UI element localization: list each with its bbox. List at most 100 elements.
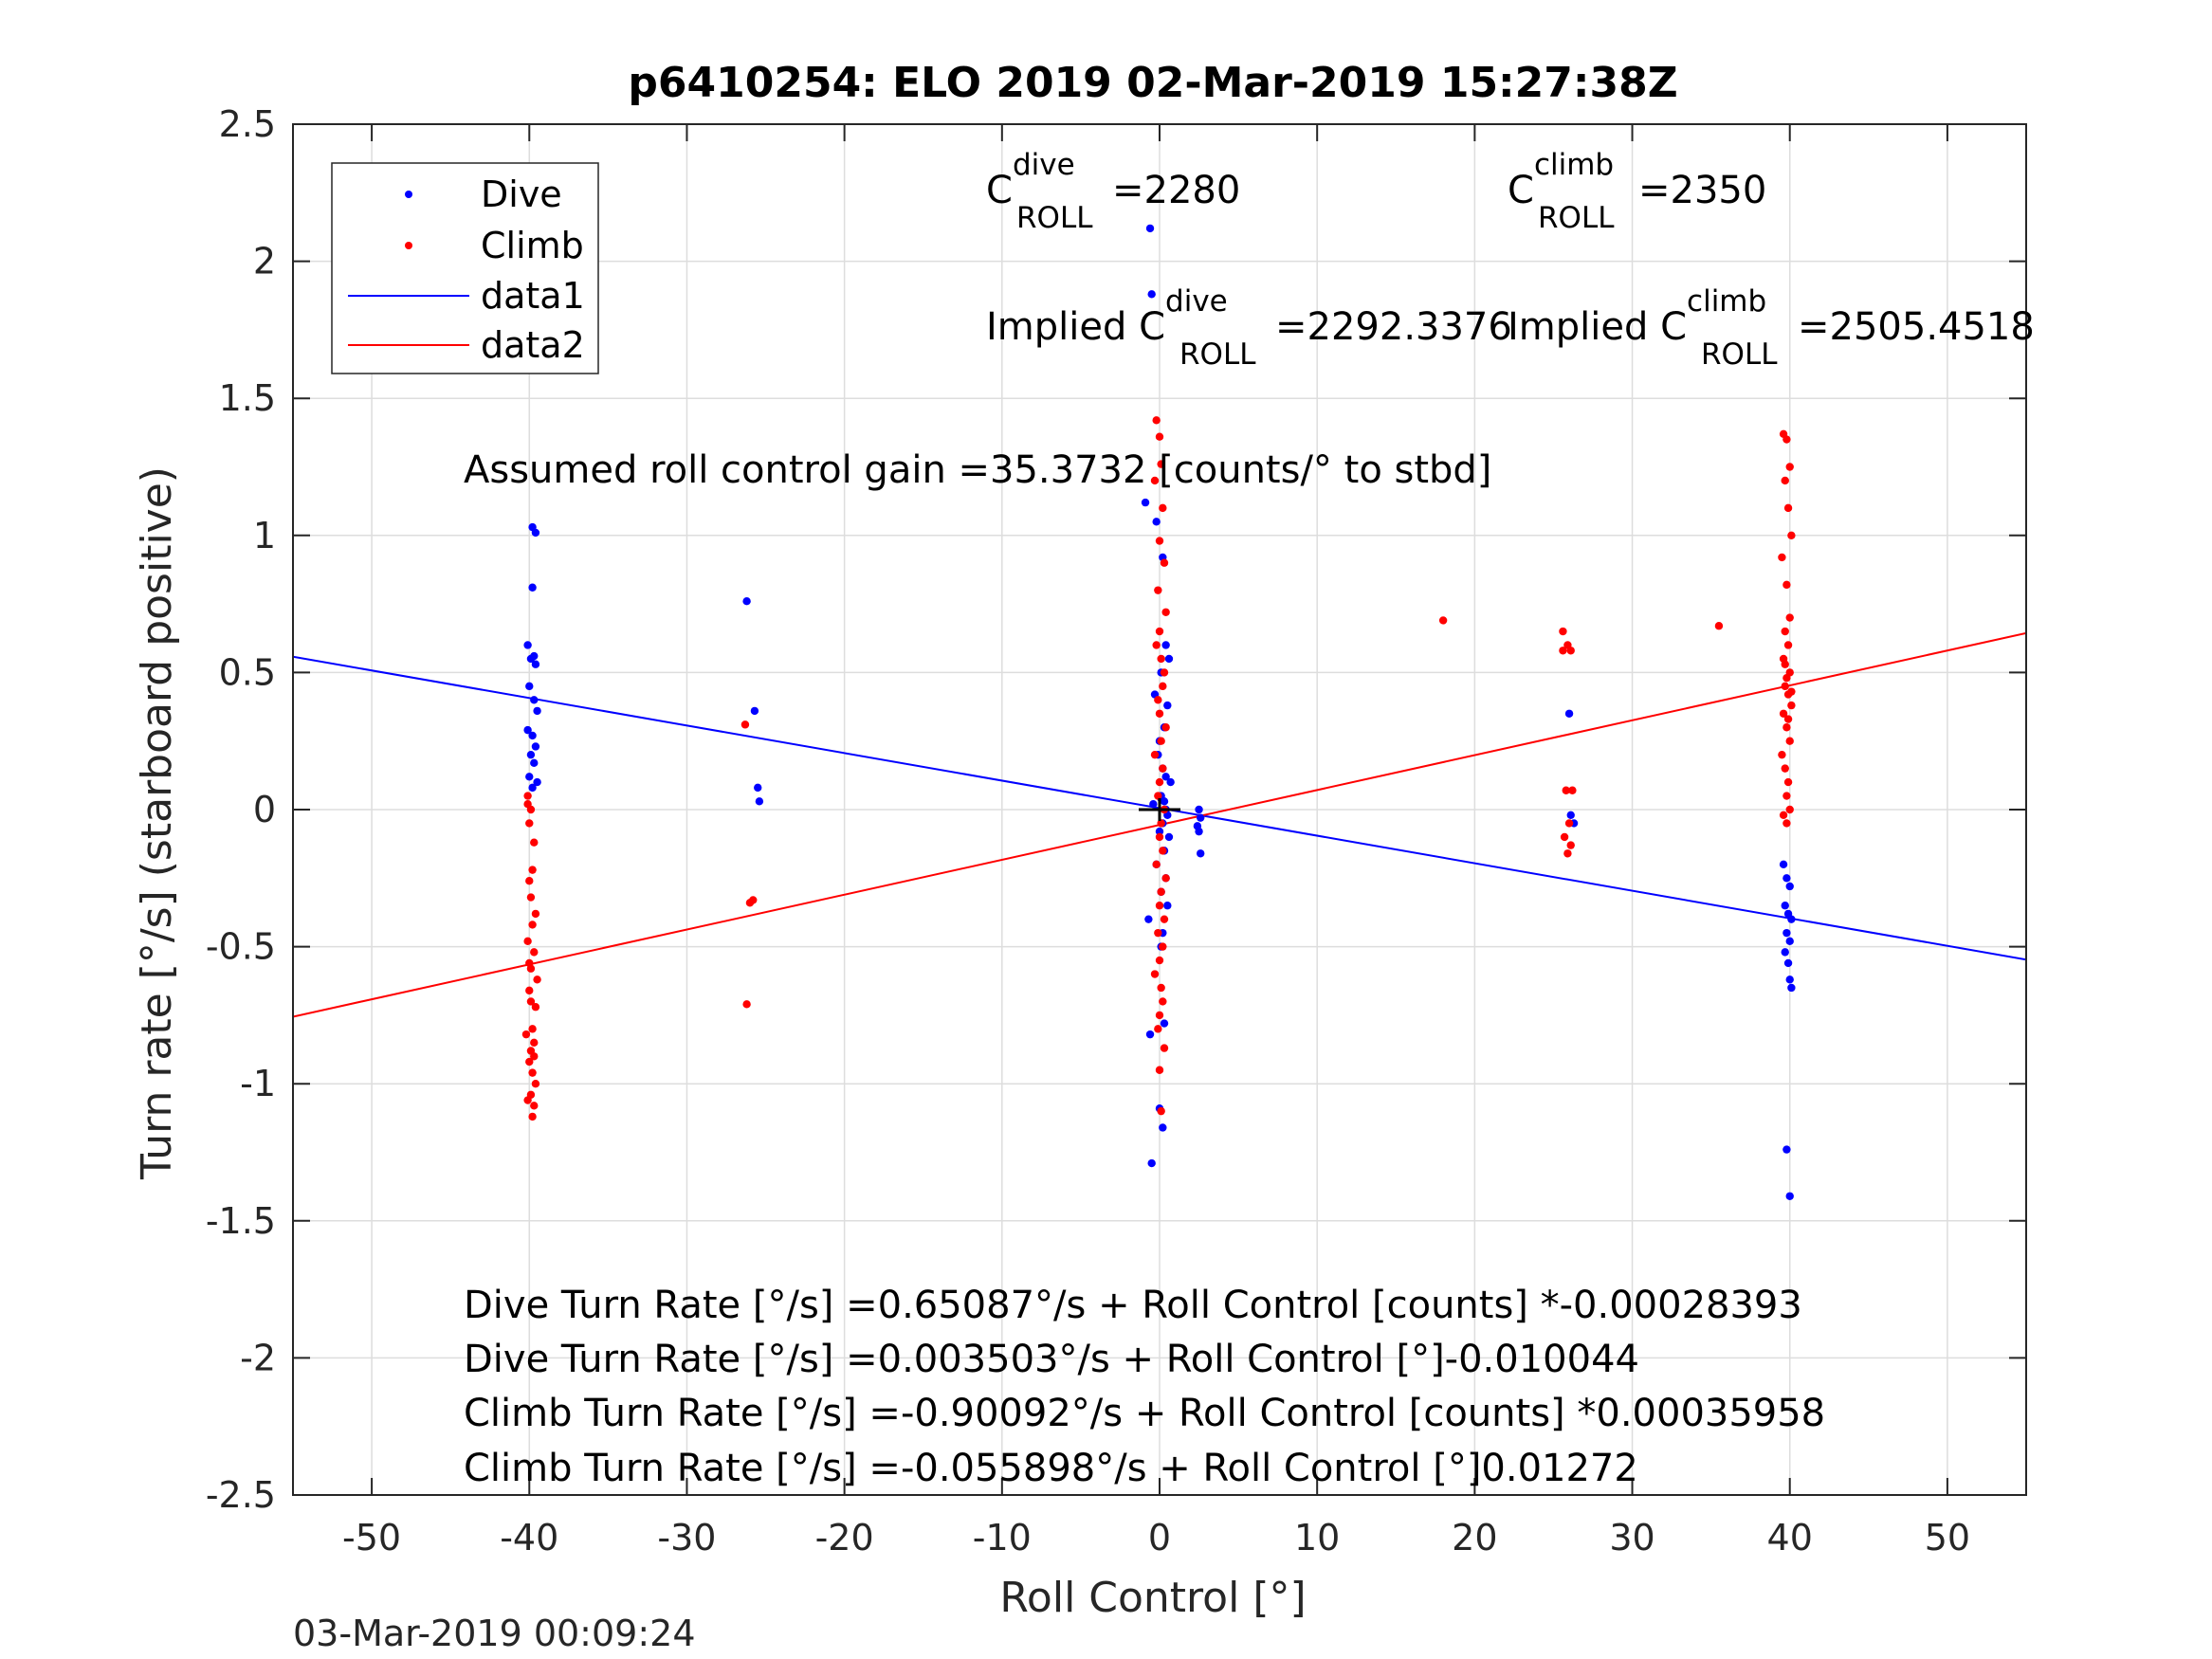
climb-point [1564, 819, 1574, 828]
climb-point [1155, 1011, 1164, 1020]
dive-point [1147, 1158, 1156, 1168]
dive-point [1783, 958, 1793, 968]
x-tick-label: 0 [1148, 1517, 1171, 1559]
dive-point [1197, 849, 1205, 858]
climb-point [1155, 627, 1164, 636]
climb-point [740, 720, 750, 729]
gain-annotation: Assumed roll control gain =35.3732 [coun… [464, 448, 1491, 492]
climb-point [1781, 764, 1789, 773]
dive-point [1564, 709, 1574, 718]
climb-point [749, 896, 758, 904]
dive-point [1779, 860, 1788, 869]
dive-point [1566, 811, 1575, 819]
equation-dive-counts: Dive Turn Rate [°/s] =0.65087°/s + Roll … [464, 1284, 1802, 1327]
y-tick-label: 2.5 [219, 103, 276, 145]
climb-point [1785, 613, 1794, 622]
climb-point [1785, 463, 1794, 471]
climb-point [1438, 616, 1448, 625]
x-tick-label: -30 [657, 1517, 716, 1559]
climb-point [528, 1112, 537, 1121]
x-tick-label: 30 [1609, 1517, 1654, 1559]
climb-point [1161, 608, 1170, 616]
climb-point [1779, 811, 1788, 819]
climb-point [1154, 696, 1162, 704]
dive-point [525, 773, 534, 781]
climb-point [1566, 841, 1575, 849]
climb-point [1155, 956, 1164, 965]
x-tick-label: 20 [1452, 1517, 1497, 1559]
y-tick-label: 0 [253, 789, 276, 830]
climb-point [1783, 777, 1793, 787]
dive-point [1782, 874, 1791, 883]
climb-point [1160, 1044, 1169, 1052]
climb-point [1152, 416, 1161, 425]
climb-point [1155, 902, 1164, 910]
x-tick-label: 10 [1294, 1517, 1340, 1559]
chart-title: p6410254: ELO 2019 02-Mar-2019 15:27:38Z [628, 59, 1677, 107]
dive-point [1149, 800, 1158, 809]
legend-data1-label: data1 [481, 275, 585, 317]
dive-point [1155, 827, 1164, 836]
ticks: -50 -40 -30 -20 -10 0 10 20 30 40 50-2.5-2-1.5-1-0… [206, 103, 2026, 1559]
climb-point [1154, 792, 1162, 800]
x-tick-label: -10 [973, 1517, 1032, 1559]
dive-point [1163, 701, 1172, 710]
dive-point [526, 750, 536, 759]
legend-climb-label: Climb [481, 225, 584, 266]
climb-point [1155, 709, 1164, 718]
dive-point [1144, 915, 1153, 923]
climb-point [1155, 832, 1164, 842]
c-dive-annotation: Cdive ROLL=2280 [986, 148, 1240, 235]
climb-point [1781, 476, 1789, 485]
implied-c-climb-annotation: Implied Cclimb ROLL=2505.4518 [1508, 284, 2035, 372]
climb-point [1782, 435, 1791, 444]
y-tick-label: 1.5 [219, 377, 276, 419]
climb-point [1781, 627, 1789, 636]
climb-point [525, 819, 534, 828]
climb-point [1154, 586, 1162, 594]
climb-point [1560, 832, 1569, 842]
dive-point [1152, 518, 1161, 526]
climb-point [1566, 647, 1575, 655]
y-tick-label: 0.5 [219, 651, 276, 693]
climb-point [1782, 673, 1791, 683]
dive-point [530, 696, 539, 704]
climb-point [1787, 687, 1796, 696]
climb-point [530, 948, 539, 957]
dive-point [530, 758, 539, 768]
climb-point [1161, 874, 1170, 883]
dive-point [755, 797, 764, 806]
dive-point [1141, 498, 1150, 507]
dive-point [528, 731, 537, 740]
climb-point [1159, 503, 1167, 513]
climb-point [1782, 580, 1791, 590]
legend-climb-marker [405, 242, 412, 249]
climb-point [1150, 750, 1160, 759]
dive-point [533, 706, 541, 716]
climb-point [1155, 777, 1164, 787]
dive-point [754, 783, 762, 793]
climb-point [1157, 819, 1165, 828]
climb-point [1161, 723, 1170, 732]
dive-point [1195, 827, 1203, 836]
climb-point [1562, 786, 1570, 794]
dive-point [1164, 832, 1174, 842]
implied-c-dive-annotation: Implied Cdive ROLL=2292.3376 [986, 284, 1512, 372]
climb-point [1159, 682, 1167, 691]
dive-point [1781, 902, 1789, 910]
climb-point [528, 1025, 537, 1033]
climb-point [1152, 641, 1161, 649]
climb-point [742, 1000, 751, 1009]
climb-point [525, 958, 534, 968]
climb-point [1778, 553, 1786, 562]
climb-point [1783, 503, 1793, 513]
climb-point [1160, 915, 1169, 923]
climb-point [531, 909, 540, 919]
climb-point [1159, 942, 1167, 951]
dive-point [1163, 902, 1172, 910]
climb-point [526, 893, 536, 902]
dive-point [525, 682, 534, 691]
dive-point [750, 706, 759, 716]
dive-point [1785, 937, 1794, 946]
